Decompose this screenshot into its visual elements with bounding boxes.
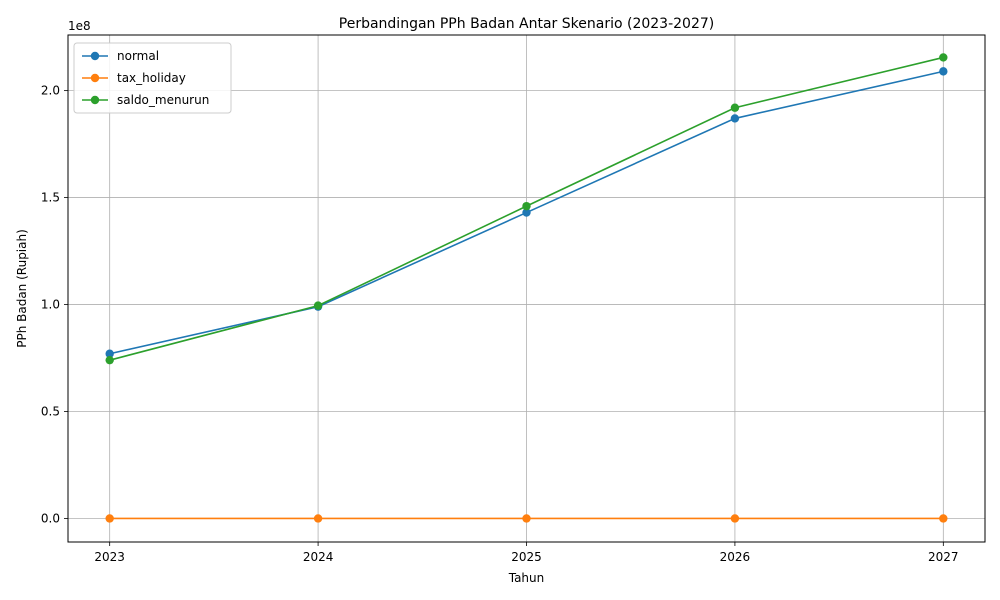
data-point-saldo-menurun xyxy=(313,301,323,310)
legend-item-normal: normal xyxy=(82,49,159,63)
data-point-tax-holiday xyxy=(522,514,531,523)
x-axis-label: Tahun xyxy=(508,571,545,585)
series-tax-holiday xyxy=(105,514,948,523)
y-tick-label: 0.0 xyxy=(41,511,60,525)
series-saldo-menurun xyxy=(105,53,948,365)
x-tick-label: 2027 xyxy=(928,550,959,564)
y-tick-label: 0.5 xyxy=(41,405,60,419)
y-axis-ticks: 0.0 0.5 1.0 1.5 2.0 xyxy=(41,84,68,525)
legend-marker xyxy=(90,95,100,105)
data-point-saldo-menurun xyxy=(522,201,531,211)
legend: normal tax_holiday saldo_menurun xyxy=(73,42,232,114)
chart-title: Perbandingan PPh Badan Antar Skenario (2… xyxy=(339,16,714,32)
data-point-normal xyxy=(730,114,740,123)
series-layer xyxy=(105,53,948,523)
data-point-tax-holiday xyxy=(313,514,323,523)
data-point-tax-holiday xyxy=(105,514,114,523)
legend-label: normal xyxy=(117,49,159,63)
x-tick-label: 2024 xyxy=(303,550,334,564)
data-point-saldo-menurun xyxy=(105,355,114,365)
legend-marker xyxy=(90,51,100,61)
legend-item-tax-holiday: tax_holiday xyxy=(82,71,186,85)
x-tick-label: 2025 xyxy=(511,550,542,564)
legend-label: tax_holiday xyxy=(117,71,186,85)
legend-marker xyxy=(90,73,100,83)
y-tick-label: 1.0 xyxy=(41,298,60,312)
legend-item-saldo-menurun: saldo_menurun xyxy=(82,93,209,107)
legend-box xyxy=(73,42,232,114)
legend-label: saldo_menurun xyxy=(117,93,209,107)
y-tick-label: 2.0 xyxy=(41,84,60,98)
data-point-tax-holiday xyxy=(730,514,740,523)
data-point-normal xyxy=(939,67,948,76)
data-point-tax-holiday xyxy=(939,514,948,523)
y-axis-label: PPh Badan (Rupiah) xyxy=(15,229,29,348)
data-point-normal xyxy=(522,208,531,217)
data-point-normal xyxy=(105,349,114,358)
x-axis-ticks: 2023 2024 2025 2026 2027 xyxy=(94,542,959,564)
x-tick-label: 2023 xyxy=(94,550,125,564)
y-axis-offset-text: 1e8 xyxy=(68,19,91,33)
y-tick-label: 1.5 xyxy=(41,191,60,205)
x-tick-label: 2026 xyxy=(720,550,751,564)
data-point-saldo-menurun xyxy=(730,103,740,112)
data-point-saldo-menurun xyxy=(939,53,948,62)
